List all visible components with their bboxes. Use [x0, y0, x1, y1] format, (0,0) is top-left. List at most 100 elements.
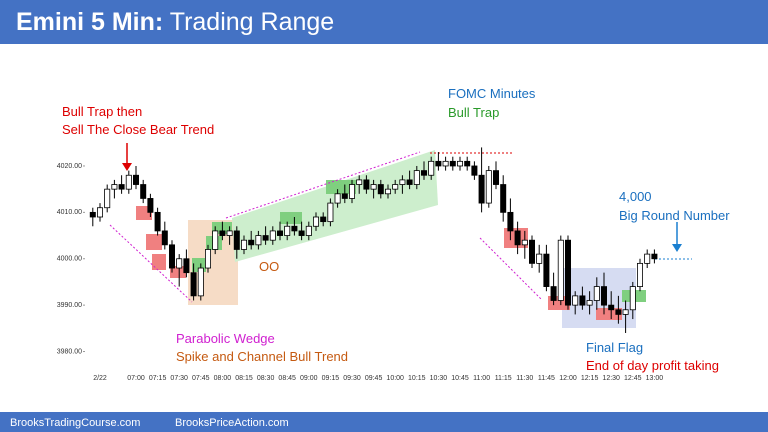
candle-body — [356, 179, 363, 185]
x-tick-label: 07:15 — [149, 375, 167, 382]
annotation: Sell The Close Bear Trend — [62, 122, 214, 137]
x-tick-label: 2/22 — [93, 375, 107, 382]
annotation: Final Flag — [586, 340, 643, 355]
y-tick-label: 4000.00 — [57, 256, 82, 263]
annotation: 4,000 — [619, 189, 652, 204]
candle-body — [89, 211, 96, 218]
x-tick-label: 08:30 — [257, 375, 275, 382]
x-tick-label: 07:00 — [127, 375, 145, 382]
candle-body — [111, 184, 118, 190]
candle-body — [219, 230, 226, 236]
annotation: Big Round Number — [619, 208, 730, 223]
candle-body — [348, 184, 355, 199]
x-tick-label: 09:45 — [365, 375, 383, 382]
candle-body — [557, 239, 564, 301]
candle-body — [154, 211, 161, 232]
candle-body — [608, 304, 615, 311]
candle-body — [637, 262, 644, 287]
highlight — [152, 254, 166, 270]
annotation: Bull Trap then — [62, 104, 142, 119]
candle-body — [132, 174, 139, 185]
candle-body — [147, 198, 154, 213]
annotation: Spike and Channel Bull Trend — [176, 349, 348, 364]
candle-body — [615, 309, 622, 315]
channel-region — [232, 150, 438, 262]
candle-body — [449, 160, 456, 167]
arrow-head — [672, 244, 682, 252]
candle-body — [284, 225, 291, 236]
candle-body — [572, 295, 579, 306]
candle-body — [97, 207, 104, 218]
footer-link[interactable]: BrooksPriceAction.com — [175, 417, 289, 429]
candle-body — [456, 160, 463, 167]
highlight — [280, 212, 302, 224]
candle-body — [320, 216, 327, 223]
candle-body — [593, 286, 600, 301]
candle-body — [190, 272, 197, 297]
y-tick-label: 3990.00 — [57, 302, 82, 309]
candle-body — [471, 165, 478, 176]
x-tick-label: 08:15 — [235, 375, 253, 382]
x-tick-label: 08:00 — [214, 375, 232, 382]
candle-body — [312, 216, 319, 227]
candle-body — [363, 179, 370, 190]
candle-body — [413, 170, 420, 185]
candle-body — [543, 253, 550, 287]
candle-body — [276, 230, 283, 236]
candle-body — [140, 184, 147, 199]
x-tick-label: 12:00 — [559, 375, 577, 382]
header-bar — [0, 0, 768, 44]
candle-body — [269, 230, 276, 241]
x-tick-label: 09:00 — [300, 375, 318, 382]
candle-body — [248, 239, 255, 246]
candle-body — [586, 300, 593, 306]
candle-body — [168, 244, 175, 269]
arrow-head — [122, 163, 132, 171]
x-tick-label: 08:45 — [278, 375, 296, 382]
y-tick-label: 4010.00 — [57, 209, 82, 216]
x-tick-label: 12:30 — [602, 375, 620, 382]
annotation: End of day profit taking — [586, 358, 719, 373]
candle-body — [370, 184, 377, 190]
candle-body — [521, 239, 528, 246]
candle-body — [161, 230, 168, 246]
candle-body — [176, 258, 183, 269]
candle-body — [341, 193, 348, 199]
candle-body — [392, 184, 399, 190]
candle-body — [406, 179, 413, 185]
footer-link[interactable]: BrooksTradingCourse.com — [10, 417, 140, 429]
highlight — [170, 266, 186, 278]
candle-body — [212, 230, 219, 250]
title-prefix: Emini 5 Min: — [16, 8, 163, 36]
candle-body — [262, 235, 269, 241]
candle-body — [536, 253, 543, 264]
x-tick-label: 12:15 — [581, 375, 599, 382]
candle-body — [334, 193, 341, 204]
annotation: FOMC Minutes — [448, 86, 536, 101]
candle-body — [384, 188, 391, 195]
candle-body — [125, 174, 132, 190]
title: Emini 5 Min: Trading Range — [16, 8, 334, 36]
candle-body — [550, 286, 557, 301]
candle-body — [305, 225, 312, 236]
candle-body — [197, 267, 204, 297]
x-tick-label: 11:30 — [516, 375, 533, 382]
candle-body — [435, 160, 442, 167]
y-tick-label: 3980.00 — [57, 348, 82, 355]
x-tick-label: 09:15 — [322, 375, 340, 382]
y-tick-label: 4020.00 — [57, 163, 82, 170]
footer-bar — [0, 412, 768, 432]
candle-body — [579, 295, 586, 306]
candle-body — [478, 174, 485, 204]
candle-body — [377, 184, 384, 195]
candle-body — [529, 239, 536, 264]
candle-body — [565, 239, 572, 306]
candle-body — [327, 202, 334, 223]
x-tick-label: 11:15 — [495, 375, 512, 382]
candle-body — [118, 184, 125, 190]
candle-body — [226, 230, 233, 236]
annotation: Bull Trap — [448, 105, 499, 120]
highlight — [326, 180, 356, 194]
x-tick-label: 07:30 — [170, 375, 188, 382]
annotation: OO — [259, 259, 279, 274]
